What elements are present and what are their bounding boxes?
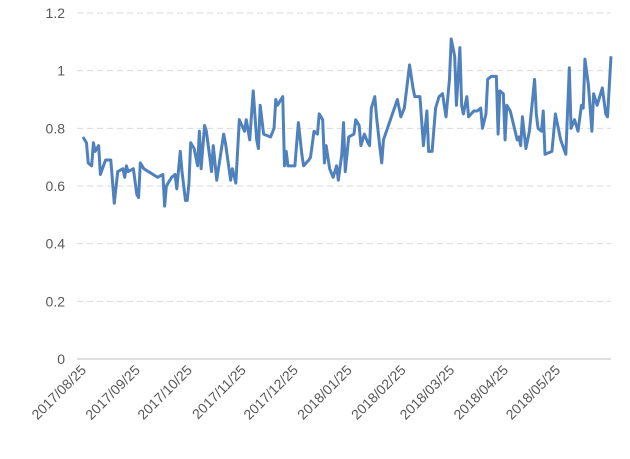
y-tick-label: 0.6	[46, 178, 66, 194]
x-tick-label: 2017/08/25	[28, 362, 89, 423]
x-tick-label: 2017/11/25	[189, 362, 249, 422]
y-tick-label: 0	[57, 351, 65, 367]
x-tick-label: 2018/05/25	[502, 362, 563, 423]
x-tick-label: 2017/10/25	[134, 362, 195, 423]
x-tick-label: 2017/09/25	[82, 362, 143, 423]
y-tick-label: 1	[57, 63, 65, 79]
x-tick-label: 2018/01/25	[294, 362, 355, 423]
x-tick-label: 2017/12/25	[240, 362, 301, 423]
y-tick-label: 1.2	[46, 5, 66, 21]
x-tick-label: 2018/04/25	[450, 362, 511, 423]
y-tick-label: 0.8	[46, 120, 66, 136]
data-line	[81, 37, 613, 208]
y-tick-label: 0.2	[46, 293, 66, 309]
y-tick-label: 0.4	[46, 236, 66, 252]
